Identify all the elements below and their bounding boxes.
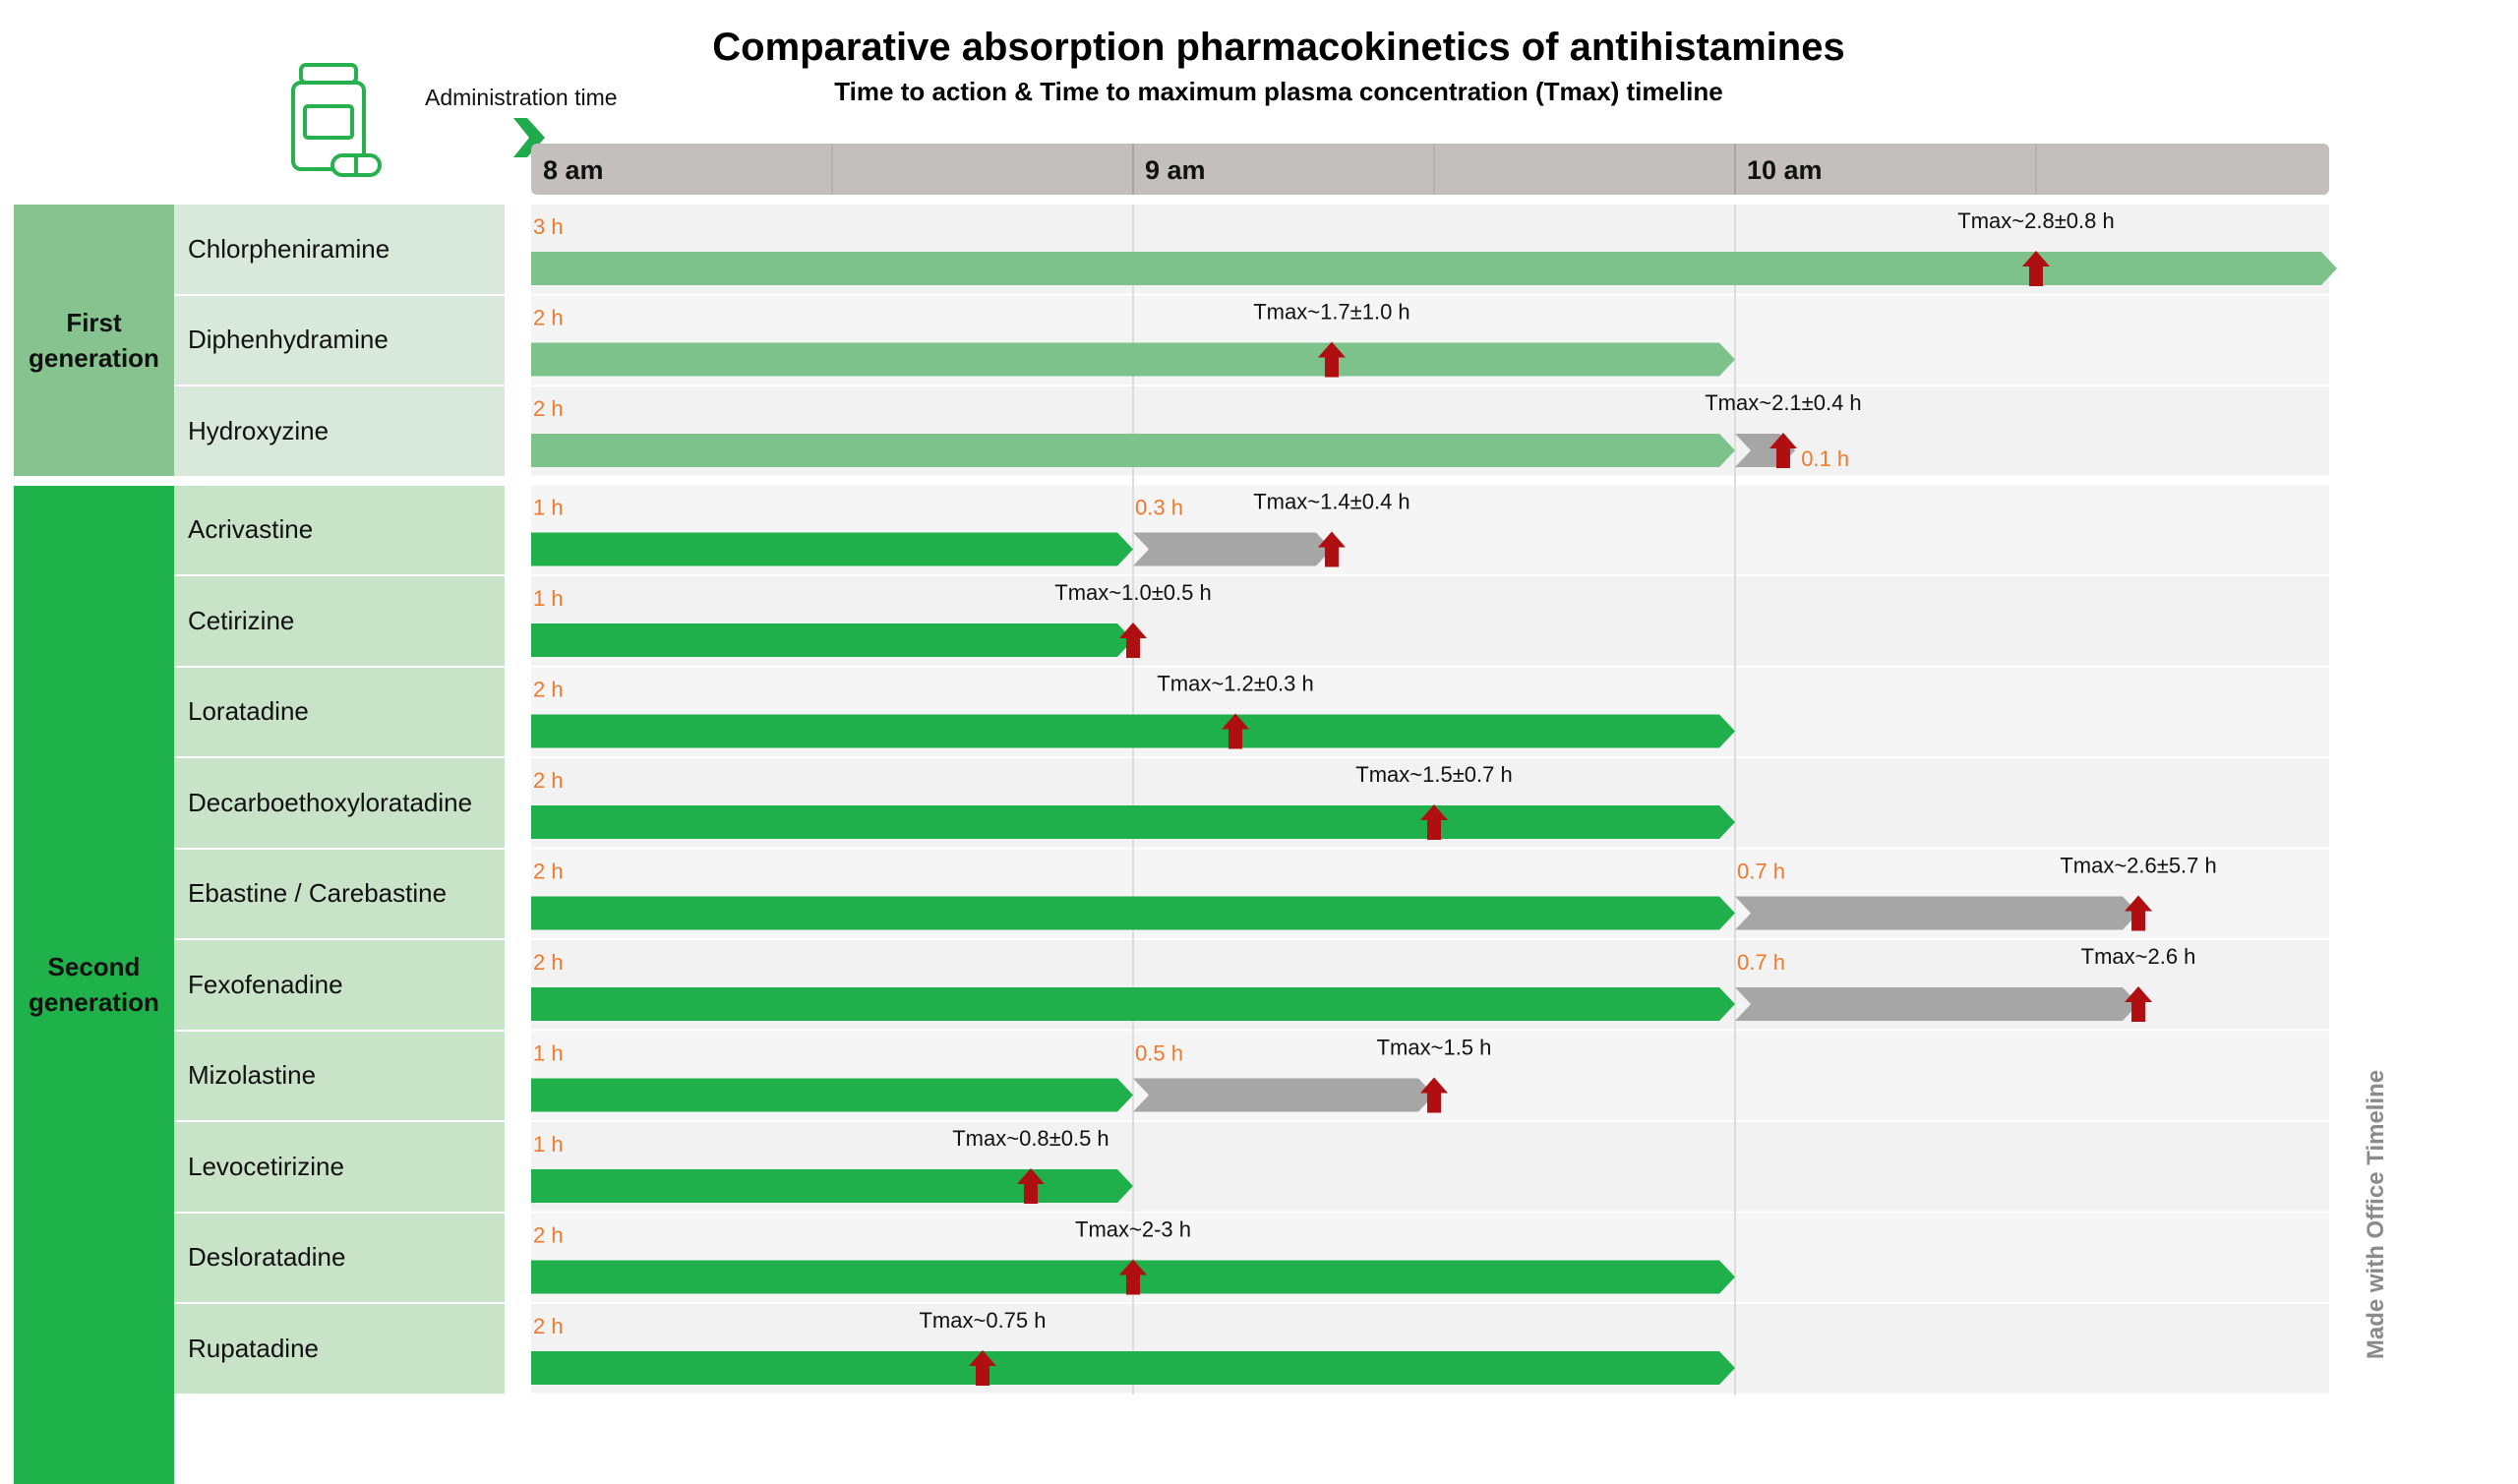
tmax-label: Tmax~0.75 h (919, 1308, 1046, 1333)
duration-bar (531, 533, 1133, 566)
axis-tick-label-2: 10 am (1747, 155, 1823, 185)
axis-tick-label-1: 9 am (1145, 155, 1206, 185)
duration-bar (531, 1351, 1735, 1385)
duration-bar (531, 434, 1735, 467)
duration-label: 2 h (533, 306, 564, 330)
duration-label: 1 h (533, 1041, 564, 1066)
extra-bar (1133, 533, 1332, 566)
extra-label: 0.1 h (1801, 446, 1849, 471)
tmax-label: Tmax~2-3 h (1075, 1217, 1191, 1242)
duration-bar (531, 987, 1735, 1021)
duration-bar (531, 715, 1735, 748)
duration-label: 1 h (533, 496, 564, 520)
duration-label: 2 h (533, 860, 564, 884)
extra-bar (1735, 897, 2138, 930)
extra-label: 0.3 h (1135, 496, 1183, 520)
duration-bar (531, 1169, 1133, 1203)
duration-bar (531, 343, 1735, 377)
extra-label: 0.7 h (1737, 860, 1785, 884)
duration-label: 2 h (533, 768, 564, 793)
tmax-label: Tmax~0.8±0.5 h (952, 1126, 1109, 1151)
duration-bar (531, 805, 1735, 839)
duration-label: 2 h (533, 950, 564, 975)
duration-label: 2 h (533, 678, 564, 702)
duration-bar (531, 623, 1133, 657)
tmax-label: Tmax~1.4±0.4 h (1253, 490, 1409, 514)
tmax-label: Tmax~2.6 h (2081, 944, 2196, 969)
tmax-label: Tmax~1.0±0.5 h (1054, 580, 1211, 605)
office-timeline-watermark: Made with Office Timeline (2356, 1033, 2397, 1396)
watermark-text: Made with Office Timeline (2363, 1070, 2390, 1359)
duration-bar (531, 1079, 1133, 1112)
duration-bar (531, 252, 2337, 285)
axis-tick-label-0: 8 am (543, 155, 604, 185)
extra-label: 0.5 h (1135, 1041, 1183, 1066)
timeline-chart: 8 am 9 am 10 am 3 h Tmax~2.8±0.8 h 2 h Tmax~1.… (0, 0, 2518, 1416)
extra-label: 0.7 h (1737, 950, 1785, 975)
duration-label: 1 h (533, 586, 564, 611)
tmax-label: Tmax~2.1±0.4 h (1705, 390, 1861, 415)
duration-label: 3 h (533, 214, 564, 239)
tmax-label: Tmax~1.5 h (1377, 1036, 1492, 1060)
duration-label: 2 h (533, 1223, 564, 1248)
extra-bar (1133, 1079, 1434, 1112)
tmax-label: Tmax~2.8±0.8 h (1957, 208, 2114, 233)
tmax-label: Tmax~2.6±5.7 h (2060, 854, 2216, 878)
duration-label: 1 h (533, 1132, 564, 1157)
tmax-label: Tmax~1.5±0.7 h (1355, 762, 1512, 787)
tmax-label: Tmax~1.7±1.0 h (1253, 300, 1409, 325)
duration-bar (531, 897, 1735, 930)
extra-bar (1735, 987, 2138, 1021)
time-axis-band (531, 144, 2329, 195)
tmax-label: Tmax~1.2±0.3 h (1157, 672, 1313, 696)
duration-label: 2 h (533, 1314, 564, 1338)
duration-label: 2 h (533, 396, 564, 421)
